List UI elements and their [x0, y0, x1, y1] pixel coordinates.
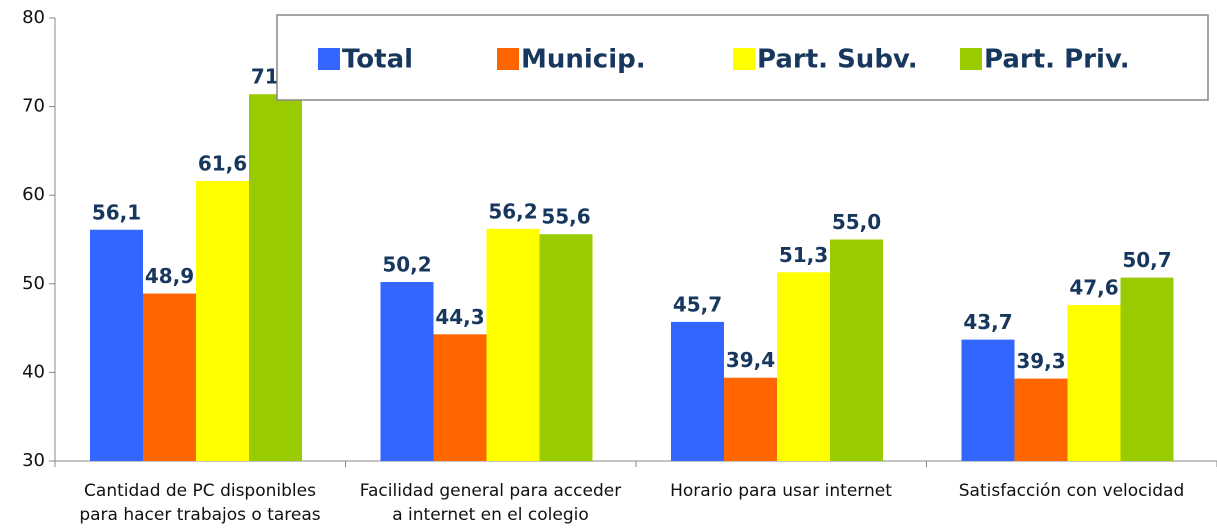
- x-tick-label: Satisfacción con velocidad: [958, 481, 1185, 501]
- y-tick-label: 80: [22, 7, 45, 28]
- bar: [486, 228, 540, 461]
- bar: [671, 321, 724, 461]
- bar: [961, 339, 1015, 461]
- x-tick-label: Cantidad de PC disponibles para hacer tr…: [79, 481, 321, 525]
- legend-label: Municip.: [521, 45, 646, 75]
- legend-swatch: [733, 48, 755, 70]
- y-tick-label: 70: [22, 96, 45, 117]
- data-label: 55,6: [541, 205, 590, 229]
- data-label: 51,3: [779, 243, 828, 267]
- bar: [90, 229, 143, 461]
- legend-swatch: [497, 48, 519, 70]
- data-label: 56,1: [92, 200, 141, 224]
- legend-swatch: [960, 48, 982, 70]
- legend-label: Total: [342, 45, 413, 75]
- bar: [1067, 305, 1121, 461]
- data-label: 39,3: [1016, 349, 1065, 373]
- data-label: 50,2: [382, 253, 431, 277]
- data-label: 61,6: [198, 152, 247, 176]
- x-tick-label: Horario para usar internet: [670, 481, 892, 501]
- bar: [1120, 277, 1174, 461]
- data-label: 39,4: [726, 348, 775, 372]
- bar: [249, 94, 302, 462]
- y-tick-label: 30: [22, 450, 45, 471]
- legend-label: Part. Priv.: [984, 45, 1130, 75]
- data-label: 43,7: [963, 310, 1012, 334]
- bar: [196, 181, 249, 462]
- bar: [830, 239, 883, 461]
- data-label: 50,7: [1122, 248, 1171, 272]
- bar: [1014, 378, 1068, 461]
- legend-swatch: [318, 48, 340, 70]
- bar: [539, 234, 593, 461]
- data-label: 48,9: [145, 264, 194, 288]
- y-tick-label: 40: [22, 361, 45, 382]
- y-tick-label: 60: [22, 184, 45, 205]
- x-tick-label: Facilidad general para acceder a interne…: [359, 481, 622, 525]
- y-tick-label: 50: [22, 273, 45, 294]
- data-label: 44,3: [435, 305, 484, 329]
- bar: [433, 334, 487, 461]
- data-label: 55,0: [832, 210, 881, 234]
- bar: [380, 282, 434, 461]
- bar: [724, 377, 777, 461]
- data-label: 56,2: [488, 199, 537, 223]
- bar: [777, 272, 830, 461]
- data-label: 47,6: [1069, 276, 1118, 300]
- legend-label: Part. Subv.: [757, 45, 918, 75]
- data-label: 45,7: [673, 292, 722, 316]
- bar: [143, 293, 196, 461]
